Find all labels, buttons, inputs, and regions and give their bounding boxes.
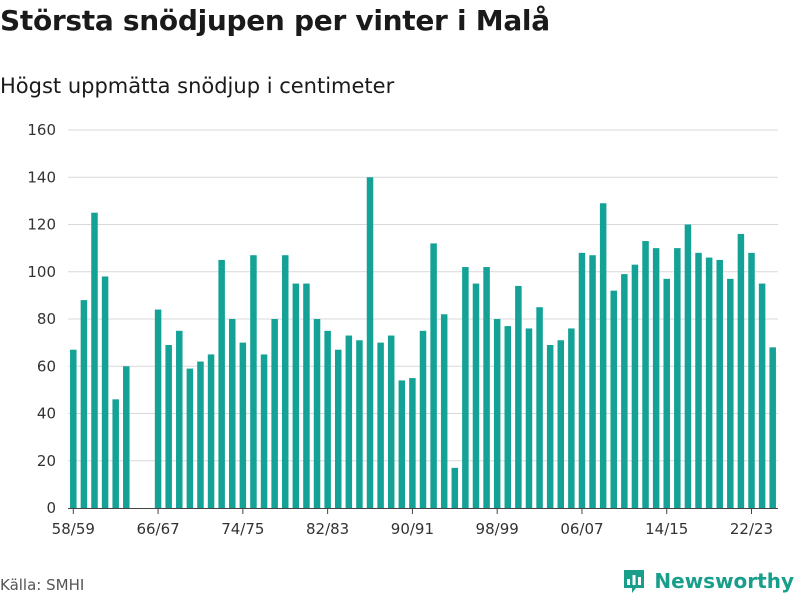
bar-24/25 xyxy=(769,347,776,508)
bar-18/19 xyxy=(705,257,713,508)
y-tick-label: 20 xyxy=(37,452,56,470)
bar-71/72 xyxy=(207,354,215,508)
bar-72/73 xyxy=(218,259,225,508)
x-tick-label: 06/07 xyxy=(560,520,603,538)
bar-88/89 xyxy=(387,335,395,508)
y-tick-label: 140 xyxy=(27,168,56,186)
x-tick-label: 98/99 xyxy=(476,520,519,538)
bar-14/15 xyxy=(663,278,670,508)
chart-bars-logo-icon xyxy=(624,570,645,593)
bar-76/77 xyxy=(260,354,268,508)
source-note: Källa: SMHI xyxy=(0,576,85,594)
x-tick-label: 58/59 xyxy=(52,520,95,538)
bar-20/21 xyxy=(727,278,734,508)
bar-13/14 xyxy=(652,248,660,508)
x-tick-label: 22/23 xyxy=(730,520,773,538)
bar-02/03 xyxy=(536,307,543,508)
bar-94/95 xyxy=(451,467,459,508)
bar-15/16 xyxy=(674,248,681,508)
bar-07/08 xyxy=(589,255,596,508)
bar-97/98 xyxy=(483,267,490,508)
bar-12/13 xyxy=(642,241,649,508)
bar-08/09 xyxy=(599,203,607,509)
bar-73/74 xyxy=(229,319,236,508)
y-tick-label: 100 xyxy=(27,263,56,281)
brand: Newsworthy xyxy=(622,568,794,594)
bar-87/88 xyxy=(377,342,384,508)
bar-06/07 xyxy=(578,252,586,508)
bar-92/93 xyxy=(430,243,437,508)
bar-96/97 xyxy=(472,283,480,508)
bar-11/12 xyxy=(631,264,639,508)
bar-21/22 xyxy=(737,233,745,508)
bar-10/11 xyxy=(621,274,628,508)
bar-85/86 xyxy=(356,340,363,508)
bar-19/20 xyxy=(716,259,723,508)
bar-01/02 xyxy=(525,328,533,508)
bars xyxy=(70,177,776,509)
bar-83/84 xyxy=(334,349,342,508)
bar-90/91 xyxy=(409,378,416,508)
chart-title: Största snödjupen per vinter i Malå xyxy=(0,4,550,37)
bar-09/10 xyxy=(610,290,617,508)
bar-04/05 xyxy=(557,340,565,508)
bar-69/70 xyxy=(186,368,194,508)
bar-62/63 xyxy=(112,399,119,508)
bar-78/79 xyxy=(281,255,289,508)
y-tick-label: 60 xyxy=(37,357,56,375)
bar-81/82 xyxy=(313,319,321,508)
brand-name: Newsworthy xyxy=(654,569,794,593)
bar-98/99 xyxy=(493,319,501,508)
x-tick-label: 14/15 xyxy=(645,520,688,538)
y-tick-label: 40 xyxy=(37,405,56,423)
x-axis: 58/59 66/67 74/75 82/83 90/91 98/99 06/07 14/15… xyxy=(52,508,778,538)
bar-99/00 xyxy=(504,326,512,508)
bar-63/64 xyxy=(123,366,130,508)
bar-05/06 xyxy=(568,328,575,508)
x-tick-label: 82/83 xyxy=(306,520,349,538)
y-tick-label: 120 xyxy=(27,216,56,234)
bar-03/04 xyxy=(546,344,554,508)
chart-subtitle: Högst uppmätta snödjup i centimeter xyxy=(0,74,395,98)
y-tick-label: 80 xyxy=(37,310,56,328)
x-tick-label: 66/67 xyxy=(136,520,179,538)
bar-61/62 xyxy=(101,276,109,508)
bar-79/80 xyxy=(292,283,300,508)
bar-23/24 xyxy=(758,283,766,508)
bar-70/71 xyxy=(197,361,204,508)
bar-95/96 xyxy=(462,267,469,508)
y-axis-labels: 0 20 40 60 80 100 120 140 160 xyxy=(27,121,56,517)
bar-22/23 xyxy=(748,252,755,508)
bar-77/78 xyxy=(271,319,278,508)
bar-91/92 xyxy=(419,330,427,508)
bar-82/83 xyxy=(324,330,331,508)
bar-75/76 xyxy=(250,255,257,508)
bar-80/81 xyxy=(303,283,310,508)
bar-68/69 xyxy=(176,330,183,508)
y-tick-label: 0 xyxy=(46,499,56,517)
bar-74/75 xyxy=(239,342,247,508)
bar-59/60 xyxy=(80,300,88,508)
bar-chart: 0 20 40 60 80 100 120 140 160 58/59 66/67 74/75 82/… xyxy=(27,121,778,538)
x-tick-label: 90/91 xyxy=(391,520,434,538)
bar-89/90 xyxy=(398,380,406,508)
bar-84/85 xyxy=(345,335,353,508)
bar-00/01 xyxy=(515,285,522,508)
y-tick-label: 160 xyxy=(27,121,56,139)
bar-17/18 xyxy=(695,252,702,508)
bar-93/94 xyxy=(440,314,448,508)
bar-16/17 xyxy=(684,224,692,508)
bar-66/67 xyxy=(154,309,162,508)
bar-60/61 xyxy=(91,212,98,508)
bar-67/68 xyxy=(165,344,172,508)
bar-86/87 xyxy=(366,177,374,508)
x-tick-label: 74/75 xyxy=(221,520,264,538)
bar-58/59 xyxy=(70,349,77,508)
